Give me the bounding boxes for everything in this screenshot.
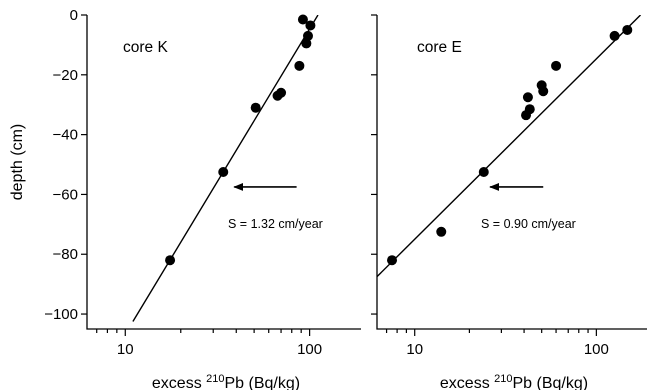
axes-frame (86, 15, 361, 330)
x-axis-label: excess 210Pb (Bq/kg) (440, 373, 588, 390)
data-point (609, 30, 620, 41)
data-point (622, 24, 633, 35)
panel-label: core E (417, 39, 462, 56)
slope-annotation: S = 1.32 cm/year (228, 217, 323, 231)
data-point (165, 255, 176, 266)
x-tick-label: 10 (406, 341, 423, 358)
x-tick-label: 100 (584, 341, 609, 358)
y-tick-label: −80 (53, 246, 78, 263)
data-point (436, 226, 447, 237)
x-tick-label: 10 (117, 341, 134, 358)
y-axis-label: depth (cm) (9, 124, 26, 200)
data-point (301, 38, 312, 49)
data-point (297, 14, 308, 25)
data-point (218, 167, 229, 177)
chart-panel-1: 0 −20 −40 −60 −80 −100 10 100 excess 210Pb (Bq/k… (9, 7, 361, 390)
slope-annotation: S = 0.90 cm/year (481, 217, 576, 231)
y-tick-label: 0 (70, 7, 78, 24)
data-point (387, 255, 398, 266)
axes-frame (376, 15, 647, 330)
data-point (522, 92, 533, 103)
y-tick-label: −20 (53, 67, 78, 84)
data-point (250, 102, 261, 113)
data-point (478, 167, 489, 177)
x-tick-label: 100 (297, 341, 322, 358)
panel-label: core K (123, 39, 168, 56)
x-axis-label: excess 210Pb (Bq/kg) (152, 373, 300, 390)
data-point (538, 86, 549, 97)
data-point (302, 30, 313, 41)
chart-panel-2: 10 100 excess 210Pb (Bq/kg) core E S = 0.90 … (371, 14, 647, 390)
y-tick-label: −100 (44, 306, 78, 323)
data-point (521, 110, 532, 121)
data-point (272, 90, 283, 101)
data-point (305, 20, 316, 31)
y-tick-label: −60 (53, 186, 78, 203)
data-point (294, 60, 305, 71)
data-point (551, 60, 562, 71)
fit-line (377, 15, 642, 278)
y-tick-label: −40 (53, 127, 78, 144)
